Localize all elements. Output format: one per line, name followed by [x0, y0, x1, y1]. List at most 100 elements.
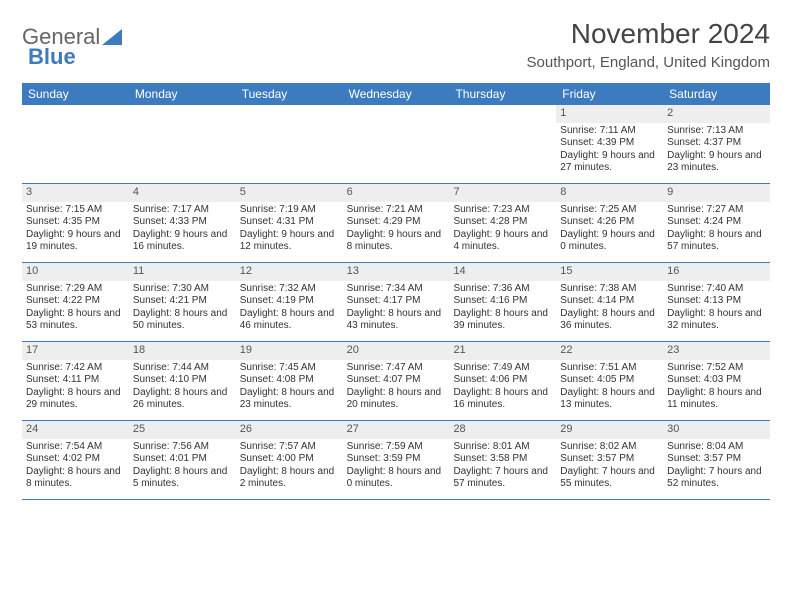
day-cell: 2Sunrise: 7:13 AMSunset: 4:37 PMDaylight… — [663, 105, 770, 183]
day-cell: 27Sunrise: 7:59 AMSunset: 3:59 PMDayligh… — [343, 421, 450, 499]
day-cell: 14 Sunrise: 7:36 AMSunset: 4:16 PMDayligh… — [449, 263, 556, 341]
day-cell: 26Sunrise: 7:57 AMSunset: 4:00 PMDayligh… — [236, 421, 343, 499]
day-number: 7 — [449, 184, 556, 202]
daylight-text: Daylight: 9 hours and 12 minutes. — [240, 229, 339, 254]
sunset-text: Sunset: 4:22 PM — [26, 295, 125, 308]
sunset-text: Sunset: 4:06 PM — [453, 374, 552, 387]
sunrise-text: Sunrise: 7:30 AM — [133, 283, 232, 296]
day-details: Sunrise: 7:49 AMSunset: 4:06 PMDaylight:… — [453, 362, 552, 412]
day-details: Sunrise: 7:44 AMSunset: 4:10 PMDaylight:… — [133, 362, 232, 412]
day-number: 30 — [663, 421, 770, 439]
sunset-text: Sunset: 4:13 PM — [667, 295, 766, 308]
sunset-text: Sunset: 4:11 PM — [26, 374, 125, 387]
day-cell: 19 Sunrise: 7:45 AMSunset: 4:08 PMDayligh… — [236, 342, 343, 420]
day-number: 11 — [129, 263, 236, 281]
month-title: November 2024 — [527, 18, 771, 50]
daylight-text: Daylight: 9 hours and 23 minutes. — [667, 150, 766, 175]
day-details: Sunrise: 7:40 AMSunset: 4:13 PMDaylight:… — [667, 283, 766, 333]
daylight-text: Daylight: 8 hours and 5 minutes. — [133, 466, 232, 491]
day-details: Sunrise: 7:11 AMSunset: 4:39 PMDaylight:… — [560, 125, 659, 175]
daylight-text: Daylight: 8 hours and 39 minutes. — [453, 308, 552, 333]
day-cell: 21 Sunrise: 7:49 AMSunset: 4:06 PMDayligh… — [449, 342, 556, 420]
day-cell: 18Sunrise: 7:44 AMSunset: 4:10 PMDayligh… — [129, 342, 236, 420]
day-cell: 25Sunrise: 7:56 AMSunset: 4:01 PMDayligh… — [129, 421, 236, 499]
sunset-text: Sunset: 4:31 PM — [240, 216, 339, 229]
day-details: Sunrise: 7:36 AMSunset: 4:16 PMDaylight:… — [453, 283, 552, 333]
day-number: 19 — [236, 342, 343, 360]
day-number: 21 — [449, 342, 556, 360]
day-details: Sunrise: 7:52 AMSunset: 4:03 PMDaylight:… — [667, 362, 766, 412]
sunset-text: Sunset: 4:02 PM — [26, 453, 125, 466]
sunset-text: Sunset: 4:28 PM — [453, 216, 552, 229]
day-details: Sunrise: 7:54 AMSunset: 4:02 PMDaylight:… — [26, 441, 125, 491]
sunset-text: Sunset: 4:14 PM — [560, 295, 659, 308]
day-details: Sunrise: 7:25 AMSunset: 4:26 PMDaylight:… — [560, 204, 659, 254]
day-header: Monday — [129, 83, 236, 105]
day-cell: 17Sunrise: 7:42 AMSunset: 4:11 PMDayligh… — [22, 342, 129, 420]
sunrise-text: Sunrise: 7:21 AM — [347, 204, 446, 217]
daylight-text: Daylight: 8 hours and 26 minutes. — [133, 387, 232, 412]
daylight-text: Daylight: 8 hours and 50 minutes. — [133, 308, 232, 333]
day-cell: 10 Sunrise: 7:29 AMSunset: 4:22 PMDayligh… — [22, 263, 129, 341]
day-number: 16 — [663, 263, 770, 281]
header: General November 2024 Southport, England… — [22, 18, 770, 71]
day-cell — [129, 105, 236, 183]
day-cell: 12Sunrise: 7:32 AMSunset: 4:19 PMDayligh… — [236, 263, 343, 341]
sunrise-text: Sunrise: 7:32 AM — [240, 283, 339, 296]
sunrise-text: Sunrise: 7:56 AM — [133, 441, 232, 454]
sunset-text: Sunset: 4:21 PM — [133, 295, 232, 308]
day-cell: 3Sunrise: 7:15 AMSunset: 4:35 PMDaylight… — [22, 184, 129, 262]
day-number: 20 — [343, 342, 450, 360]
daylight-text: Daylight: 9 hours and 27 minutes. — [560, 150, 659, 175]
day-cell: 28Sunrise: 8:01 AMSunset: 3:58 PMDayligh… — [449, 421, 556, 499]
day-cell: 11 Sunrise: 7:30 AMSunset: 4:21 PMDayligh… — [129, 263, 236, 341]
day-details: Sunrise: 7:17 AMSunset: 4:33 PMDaylight:… — [133, 204, 232, 254]
sunset-text: Sunset: 4:39 PM — [560, 137, 659, 150]
day-number: 24 — [22, 421, 129, 439]
sunrise-text: Sunrise: 7:15 AM — [26, 204, 125, 217]
week-row: 1 Sunrise: 7:11 AMSunset: 4:39 PMDaylight… — [22, 105, 770, 184]
logo-text-2: Blue — [28, 44, 76, 70]
day-number: 3 — [22, 184, 129, 202]
calendar: SundayMondayTuesdayWednesdayThursdayFrid… — [22, 83, 770, 500]
sunrise-text: Sunrise: 7:25 AM — [560, 204, 659, 217]
day-number: 1 — [556, 105, 663, 123]
daylight-text: Daylight: 8 hours and 36 minutes. — [560, 308, 659, 333]
sunrise-text: Sunrise: 7:29 AM — [26, 283, 125, 296]
logo-triangle-icon — [102, 29, 122, 45]
day-details: Sunrise: 7:45 AMSunset: 4:08 PMDaylight:… — [240, 362, 339, 412]
day-details: Sunrise: 7:32 AMSunset: 4:19 PMDaylight:… — [240, 283, 339, 333]
sunset-text: Sunset: 4:00 PM — [240, 453, 339, 466]
day-number: 13 — [343, 263, 450, 281]
sunset-text: Sunset: 4:29 PM — [347, 216, 446, 229]
daylight-text: Daylight: 8 hours and 32 minutes. — [667, 308, 766, 333]
day-cell: 9Sunrise: 7:27 AMSunset: 4:24 PMDaylight… — [663, 184, 770, 262]
day-details: Sunrise: 7:59 AMSunset: 3:59 PMDaylight:… — [347, 441, 446, 491]
day-header: Sunday — [22, 83, 129, 105]
sunset-text: Sunset: 4:19 PM — [240, 295, 339, 308]
sunrise-text: Sunrise: 7:57 AM — [240, 441, 339, 454]
day-details: Sunrise: 7:38 AMSunset: 4:14 PMDaylight:… — [560, 283, 659, 333]
day-number: 10 — [22, 263, 129, 281]
day-number: 14 — [449, 263, 556, 281]
day-details: Sunrise: 7:27 AMSunset: 4:24 PMDaylight:… — [667, 204, 766, 254]
day-cell: 5Sunrise: 7:19 AMSunset: 4:31 PMDaylight… — [236, 184, 343, 262]
daylight-text: Daylight: 9 hours and 8 minutes. — [347, 229, 446, 254]
sunset-text: Sunset: 4:16 PM — [453, 295, 552, 308]
day-details: Sunrise: 7:34 AMSunset: 4:17 PMDaylight:… — [347, 283, 446, 333]
sunrise-text: Sunrise: 7:40 AM — [667, 283, 766, 296]
daylight-text: Daylight: 8 hours and 53 minutes. — [26, 308, 125, 333]
location-text: Southport, England, United Kingdom — [527, 54, 771, 71]
day-details: Sunrise: 7:56 AMSunset: 4:01 PMDaylight:… — [133, 441, 232, 491]
day-cell: 24 Sunrise: 7:54 AMSunset: 4:02 PMDayligh… — [22, 421, 129, 499]
day-number: 28 — [449, 421, 556, 439]
sunrise-text: Sunrise: 7:27 AM — [667, 204, 766, 217]
day-details: Sunrise: 7:13 AMSunset: 4:37 PMDaylight:… — [667, 125, 766, 175]
daylight-text: Daylight: 9 hours and 0 minutes. — [560, 229, 659, 254]
daylight-text: Daylight: 8 hours and 23 minutes. — [240, 387, 339, 412]
sunrise-text: Sunrise: 7:23 AM — [453, 204, 552, 217]
daylight-text: Daylight: 8 hours and 46 minutes. — [240, 308, 339, 333]
day-cell: 1 Sunrise: 7:11 AMSunset: 4:39 PMDaylight… — [556, 105, 663, 183]
sunrise-text: Sunrise: 7:44 AM — [133, 362, 232, 375]
sunset-text: Sunset: 4:26 PM — [560, 216, 659, 229]
